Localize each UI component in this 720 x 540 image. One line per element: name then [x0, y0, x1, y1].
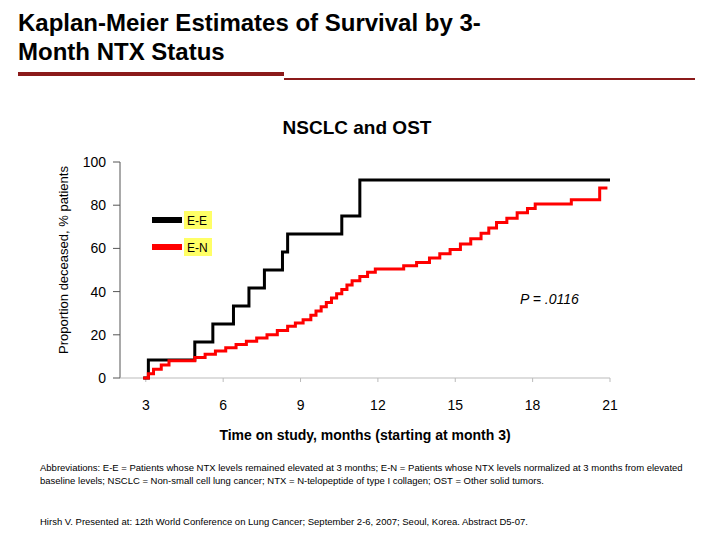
x-tick-label: 12 [370, 397, 386, 413]
legend-label: E-N [187, 241, 208, 255]
annotation: P = .0116 [520, 291, 579, 307]
y-tick [113, 205, 120, 206]
y-tick [113, 291, 120, 292]
legend-swatch [152, 244, 182, 250]
y-axis-label: Proportion deceased, % patients [56, 166, 71, 354]
chart: NSCLC and OST 0 20 40 60 80 100 3 6 9 12 15 18 21 Time… [0, 0, 720, 540]
legend-label: E-E [187, 214, 207, 228]
notes: Abbreviations: E-E = Patients whose NTX … [40, 461, 700, 487]
x-tick-label: 18 [525, 397, 541, 413]
source: Hirsh V. Presented at: 12th World Confer… [40, 516, 700, 527]
y-tick-label: 80 [90, 197, 106, 213]
x-tick [532, 378, 533, 382]
title: Kaplan-Meier Estimates of Survival by 3-… [18, 8, 538, 66]
y-tick-label: 40 [90, 284, 106, 300]
subtitle: NSCLC and OST [283, 117, 432, 138]
series-line [143, 188, 607, 378]
x-axis [120, 378, 610, 379]
y-tick [113, 378, 120, 379]
y-axis [120, 162, 121, 378]
x-tick-label: 9 [297, 397, 305, 413]
y-tick-label: 100 [83, 154, 107, 170]
x-axis-label: Time on study, months (starting at month… [219, 427, 510, 443]
y-tick-label: 60 [90, 240, 106, 256]
y-tick-label: 0 [98, 370, 106, 386]
x-tick-label: 15 [447, 397, 463, 413]
x-tick-label: 3 [142, 397, 150, 413]
series-line [143, 180, 610, 378]
legend-swatch [152, 217, 182, 223]
y-tick [113, 248, 120, 249]
legend-label-bg [184, 238, 212, 256]
x-tick-label: 21 [602, 397, 618, 413]
x-tick [300, 378, 301, 382]
y-tick-label: 20 [90, 327, 106, 343]
x-tick [377, 378, 378, 382]
title-rule [18, 72, 284, 76]
y-tick [113, 334, 120, 335]
x-tick [455, 378, 456, 382]
x-tick-label: 6 [219, 397, 227, 413]
x-tick [610, 378, 611, 382]
x-tick [223, 378, 224, 382]
legend-label-bg [184, 211, 212, 229]
series-group [143, 180, 610, 378]
title-rule [284, 78, 695, 80]
y-tick [113, 162, 120, 163]
